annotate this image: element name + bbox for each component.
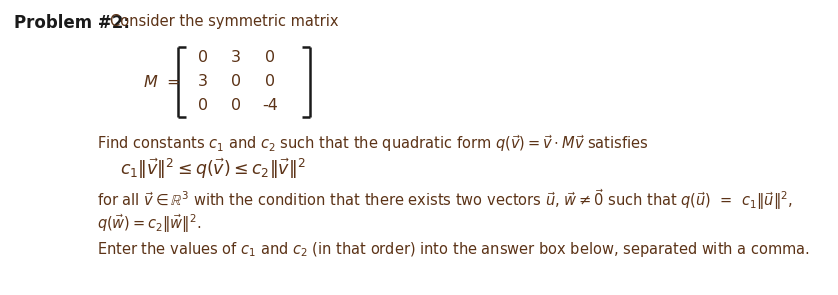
Text: $q(\vec{w}) = c_2\|\vec{w}\|^2$.: $q(\vec{w}) = c_2\|\vec{w}\|^2$. bbox=[97, 212, 201, 235]
Text: Find constants $c_1$ and $c_2$ such that the quadratic form $q(\vec{v}) = \vec{v: Find constants $c_1$ and $c_2$ such that… bbox=[97, 133, 649, 154]
Text: Consider the symmetric matrix: Consider the symmetric matrix bbox=[110, 14, 339, 29]
Text: 0: 0 bbox=[198, 99, 208, 114]
Text: -4: -4 bbox=[262, 99, 278, 114]
Text: 3: 3 bbox=[231, 50, 241, 65]
Text: 0: 0 bbox=[265, 50, 275, 65]
Text: 0: 0 bbox=[231, 99, 241, 114]
Text: for all $\vec{v} \in \mathbb{R}^3$ with the condition that there exists two vect: for all $\vec{v} \in \mathbb{R}^3$ with … bbox=[97, 187, 793, 212]
Text: Problem #2:: Problem #2: bbox=[14, 14, 130, 32]
Text: 0: 0 bbox=[231, 75, 241, 89]
Text: 0: 0 bbox=[198, 50, 208, 65]
Text: $c_1\|\vec{v}\|^2 \leq q(\vec{v}) \leq c_2\|\vec{v}\|^2$: $c_1\|\vec{v}\|^2 \leq q(\vec{v}) \leq c… bbox=[120, 157, 306, 181]
Text: $M$  =: $M$ = bbox=[143, 74, 181, 90]
Text: Enter the values of $c_1$ and $c_2$ (in that order) into the answer box below, s: Enter the values of $c_1$ and $c_2$ (in … bbox=[97, 240, 810, 259]
Text: 3: 3 bbox=[198, 75, 208, 89]
Text: 0: 0 bbox=[265, 75, 275, 89]
